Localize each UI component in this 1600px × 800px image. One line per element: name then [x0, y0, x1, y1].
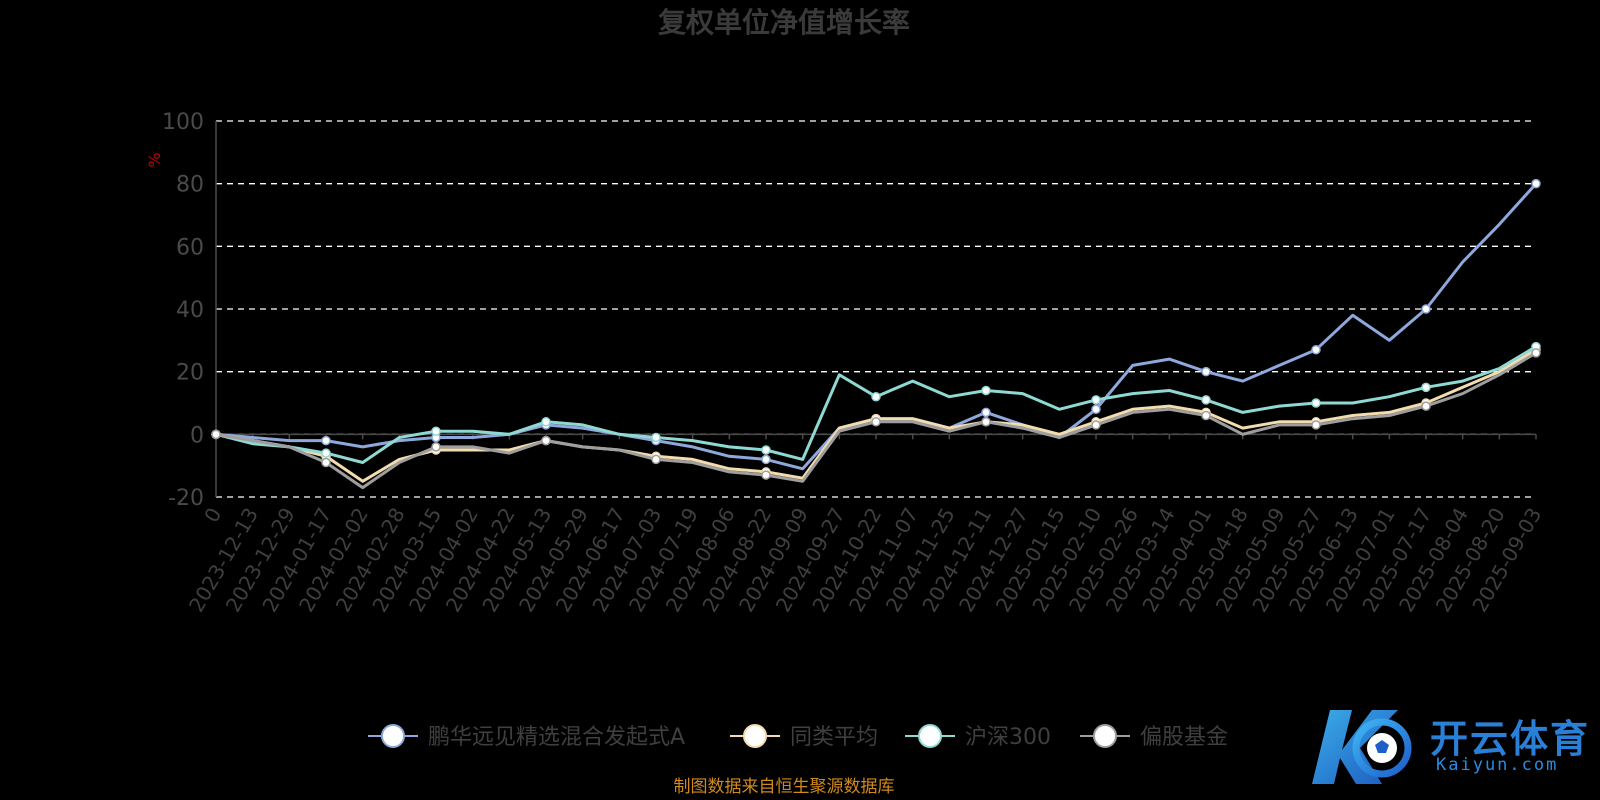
data-point: [321, 435, 331, 446]
legend[interactable]: 鹏华远见精选混合发起式A 同类平均 沪深300 偏股基金: [368, 724, 1228, 750]
y-tick-label: 80: [176, 173, 204, 198]
legend-item[interactable]: 鹏华远见精选混合发起式A: [368, 724, 685, 750]
data-point: [981, 407, 991, 418]
series-lines: [211, 178, 1541, 490]
data-point: [541, 417, 551, 427]
chart-title: 复权单位净值增长率: [658, 6, 910, 39]
y-tick-label: 40: [176, 298, 204, 323]
data-point: [1201, 395, 1211, 405]
series-line: [215, 345, 1537, 464]
data-point: [1201, 366, 1211, 377]
legend-label: 偏股基金: [1140, 725, 1228, 750]
k-ball-icon: [1312, 710, 1412, 784]
y-tick-label: 0: [190, 423, 204, 448]
legend-marker: [743, 724, 767, 748]
data-point: [541, 435, 551, 446]
legend-label: 鹏华远见精选混合发起式A: [428, 725, 685, 750]
data-point: [1091, 395, 1101, 405]
data-point: [431, 442, 441, 452]
data-point: [321, 457, 331, 468]
data-point: [871, 417, 881, 427]
source-note: 制图数据来自恒生聚源数据库: [674, 777, 895, 797]
data-point: [211, 429, 221, 440]
data-point: [1201, 410, 1211, 421]
y-tick-label: 20: [176, 361, 204, 386]
data-point: [761, 454, 771, 465]
y-axis-unit: %: [145, 152, 164, 167]
data-point: [761, 470, 771, 480]
legend-item[interactable]: 沪深300: [905, 724, 1051, 750]
legend-marker: [1093, 724, 1117, 748]
data-point: [431, 426, 441, 436]
data-point: [1421, 401, 1431, 411]
data-point: [1091, 420, 1101, 430]
data-point: [981, 385, 991, 396]
data-point: [871, 391, 881, 402]
data-point: [651, 454, 661, 465]
legend-marker: [381, 724, 405, 748]
legend-item[interactable]: 同类平均: [730, 724, 878, 750]
data-point: [981, 417, 991, 427]
watermark-en: Kaiyun.com: [1436, 755, 1559, 775]
legend-label: 同类平均: [790, 725, 878, 750]
data-point: [1421, 304, 1431, 314]
axes: -2002040608010002023-12-132023-12-292024…: [162, 110, 1546, 616]
data-point: [1531, 348, 1541, 358]
x-tick-label: 0: [199, 504, 226, 527]
data-point: [1421, 382, 1431, 393]
data-point: [1531, 178, 1541, 189]
y-tick-label: 100: [162, 110, 204, 135]
data-point: [1091, 404, 1101, 415]
data-point: [651, 432, 661, 443]
watermark-logo: 开云体育 Kaiyun.com: [1312, 700, 1592, 790]
y-tick-label: 60: [176, 235, 204, 260]
data-point: [1311, 420, 1321, 430]
legend-label: 沪深300: [965, 725, 1051, 750]
data-point: [1311, 398, 1321, 408]
watermark-cn: 开云体育: [1430, 717, 1591, 761]
data-point: [761, 445, 771, 455]
data-point: [1311, 344, 1321, 355]
legend-marker: [918, 724, 942, 748]
data-point: [321, 448, 331, 458]
y-tick-label: -20: [168, 486, 204, 511]
legend-item[interactable]: 偏股基金: [1080, 724, 1228, 750]
